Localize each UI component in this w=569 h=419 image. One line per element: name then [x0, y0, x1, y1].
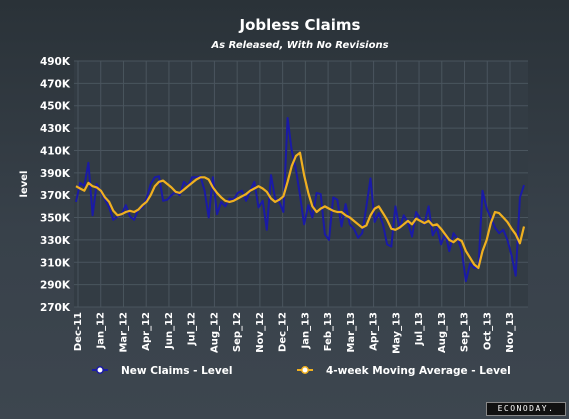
legend-label: 4-week Moving Average - Level	[326, 365, 511, 377]
y-tick-label: 270K	[40, 302, 71, 314]
series-layer	[75, 117, 526, 283]
x-tick-label: Sep_13	[460, 312, 471, 352]
x-tick-label: Jul_13	[414, 312, 425, 346]
y-tick-label: 350K	[40, 213, 71, 225]
y-tick-label: 330K	[40, 235, 71, 247]
y-tick-label: 450K	[40, 101, 71, 113]
plot-area	[74, 61, 528, 307]
x-tick-label: Mar_13	[346, 312, 357, 353]
x-tick-label: Nov_12	[255, 312, 266, 353]
legend-item-new-claims: New Claims - Level	[92, 365, 233, 377]
y-tick-label: 290K	[40, 280, 71, 292]
x-tick-label: Dec-11	[73, 312, 84, 351]
econoday-logo: ECONODAY.	[486, 402, 566, 416]
legend-marker	[96, 366, 104, 374]
y-tick-label: 410K	[40, 145, 71, 157]
x-tick-label: Jul_12	[187, 312, 198, 346]
x-tick-label: Jan_12	[96, 312, 107, 350]
x-tick-label: May_13	[391, 312, 402, 354]
legend-item-moving-average: 4-week Moving Average - Level	[297, 365, 511, 377]
x-axis-ticks: Dec-11 Jan_12 Mar_12 Apr_12 Jun_12 Jul_12 Aug_…	[73, 312, 516, 354]
y-tick-label: 370K	[40, 190, 71, 202]
chart-title: Jobless Claims	[239, 16, 361, 34]
y-tick-label: 310K	[40, 257, 71, 269]
y-tick-label: 470K	[40, 78, 71, 90]
chart-subtitle: As Released, With No Revisions	[210, 40, 388, 51]
x-tick-label: Jun_12	[164, 312, 175, 350]
y-tick-label: 430K	[40, 123, 71, 135]
y-axis-label: level	[19, 171, 30, 198]
x-tick-label: Sep_12	[232, 312, 243, 352]
x-tick-label: Mar_12	[118, 312, 129, 353]
x-tick-label: Feb_13	[323, 312, 334, 351]
x-tick-label: Aug_12	[209, 312, 220, 353]
series-line-new-claims	[75, 117, 525, 283]
series-line-moving-average	[75, 151, 526, 269]
x-tick-label: Jan_13	[300, 312, 311, 350]
x-tick-label: Dec_12	[278, 312, 289, 352]
x-tick-label: Nov_13	[505, 312, 516, 353]
legend-marker	[301, 366, 309, 374]
x-tick-label: Apr_13	[369, 312, 380, 351]
legend-label: New Claims - Level	[121, 365, 233, 377]
x-tick-label: Aug_13	[437, 312, 448, 353]
legend: New Claims - Level 4-week Moving Average …	[92, 365, 511, 377]
x-tick-label: Oct_13	[482, 312, 493, 350]
y-axis-ticks: 490K 470K 450K 430K 410K 390K 370K 350K 330K 310K…	[40, 56, 71, 314]
y-tick-label: 390K	[40, 168, 71, 180]
x-tick-label: Apr_12	[141, 312, 152, 351]
y-tick-label: 490K	[40, 56, 71, 68]
